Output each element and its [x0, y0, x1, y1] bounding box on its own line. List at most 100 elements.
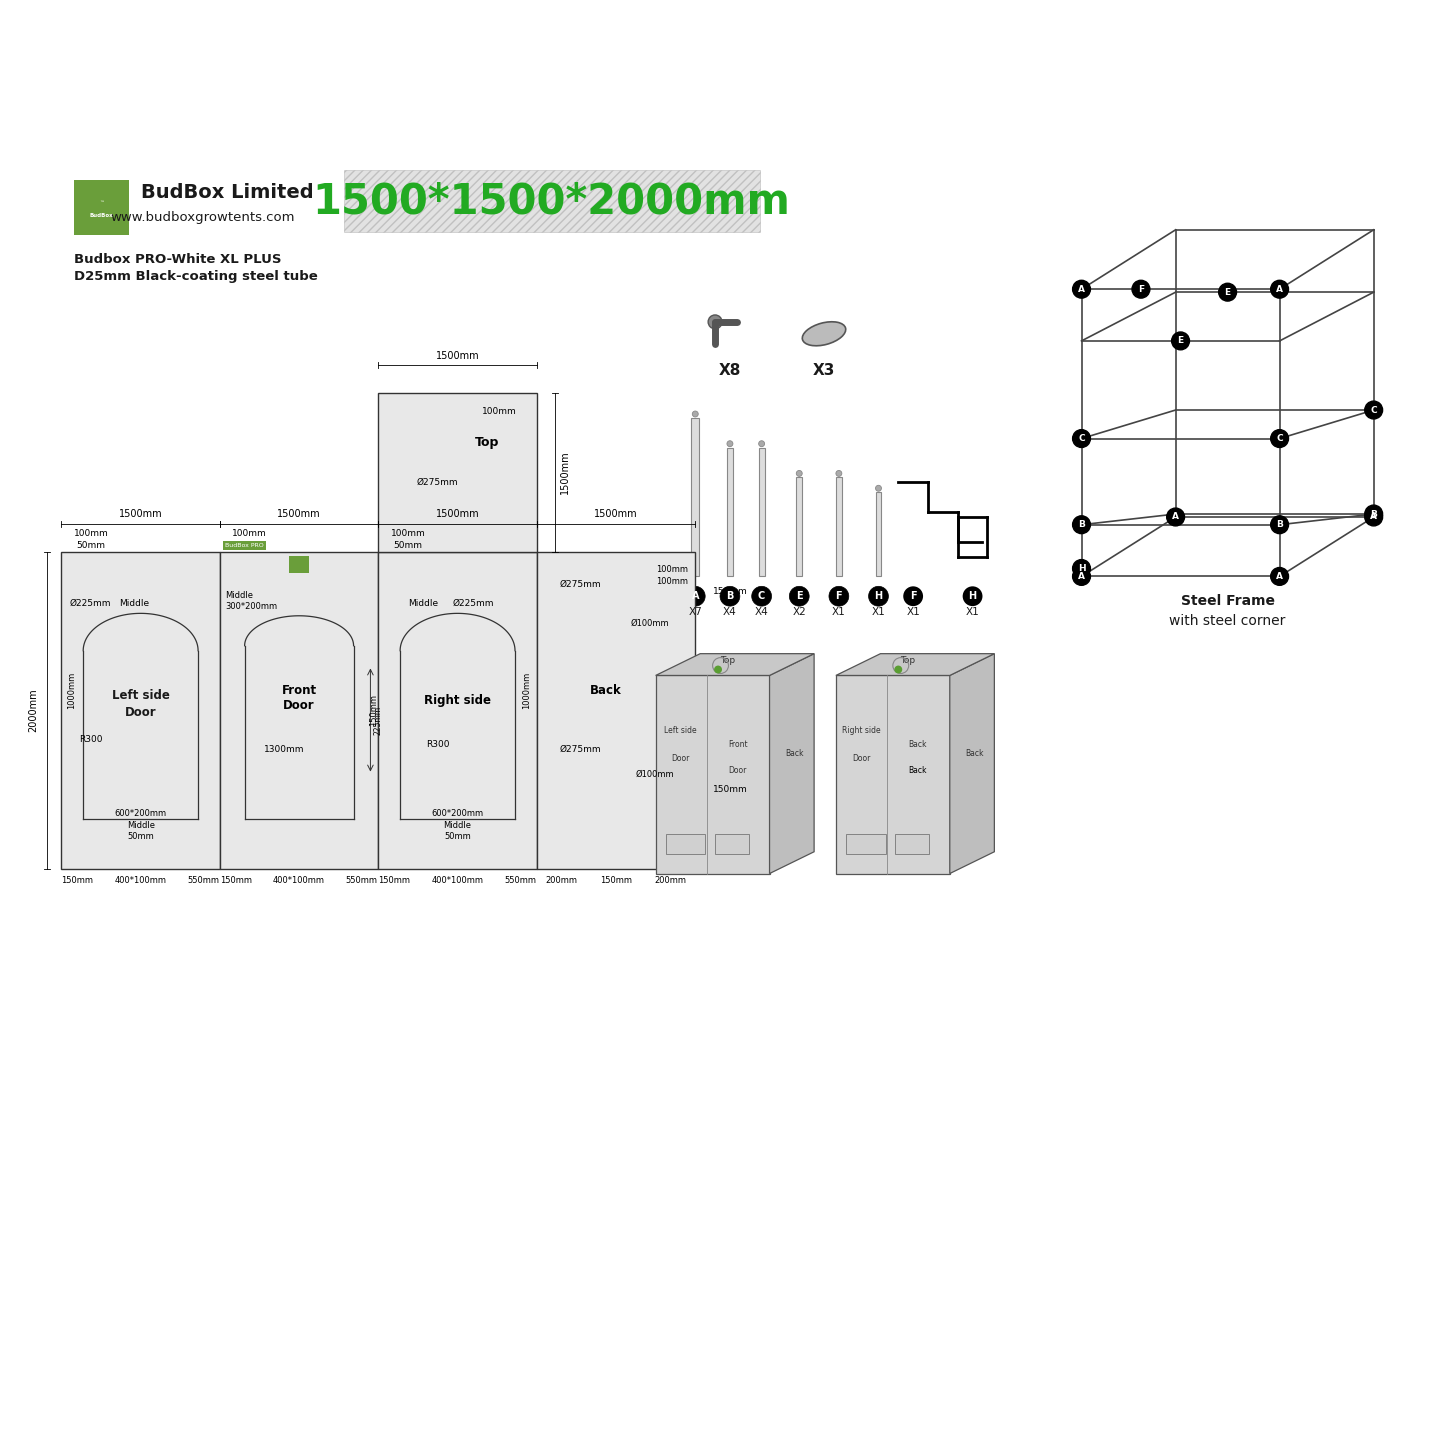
Text: 150mm: 150mm: [712, 785, 749, 793]
Ellipse shape: [802, 322, 845, 345]
Text: Left side: Left side: [665, 727, 696, 736]
Text: 1000mm: 1000mm: [523, 672, 532, 709]
Text: 150mm: 150mm: [220, 876, 251, 884]
Text: Middle: Middle: [118, 598, 149, 608]
Text: 550mm: 550mm: [504, 876, 536, 884]
Text: Door: Door: [283, 699, 315, 712]
Text: B: B: [1276, 520, 1283, 529]
Circle shape: [835, 471, 842, 477]
Text: C: C: [1078, 434, 1085, 444]
Bar: [81, 811, 191, 840]
Bar: [220, 552, 379, 868]
Bar: [656, 675, 770, 874]
Text: 150mm: 150mm: [379, 876, 410, 884]
Text: 400*100mm: 400*100mm: [273, 876, 325, 884]
Bar: [379, 552, 536, 868]
Text: Back: Back: [909, 740, 928, 750]
Circle shape: [692, 410, 698, 418]
Text: B: B: [1370, 510, 1377, 519]
Circle shape: [759, 441, 764, 447]
Bar: [74, 181, 129, 234]
Text: A: A: [1370, 513, 1377, 522]
Text: Ø275mm: Ø275mm: [559, 746, 601, 754]
Text: BudBox: BudBox: [90, 214, 113, 218]
Circle shape: [789, 587, 809, 605]
Text: X7: X7: [688, 607, 702, 617]
Text: A: A: [1276, 285, 1283, 293]
Circle shape: [876, 486, 881, 491]
Text: A: A: [1078, 285, 1085, 293]
Text: 1500mm: 1500mm: [436, 351, 480, 361]
Polygon shape: [835, 653, 994, 675]
Circle shape: [1270, 429, 1289, 448]
Text: Ø225mm: Ø225mm: [452, 598, 494, 608]
Text: Ø100mm: Ø100mm: [636, 770, 675, 779]
Text: 1500mm: 1500mm: [277, 509, 321, 519]
Text: F: F: [910, 591, 916, 601]
Text: 600*200mm: 600*200mm: [432, 809, 484, 818]
Text: R300: R300: [79, 736, 103, 744]
Text: 100mm: 100mm: [656, 577, 688, 585]
Text: Ø275mm: Ø275mm: [418, 478, 458, 487]
Circle shape: [1270, 280, 1289, 298]
Circle shape: [962, 587, 983, 605]
Circle shape: [1364, 402, 1383, 419]
Bar: [759, 448, 764, 577]
Text: 550mm: 550mm: [345, 876, 377, 884]
Text: BudBox PRO: BudBox PRO: [225, 543, 263, 548]
Text: 150mm: 150mm: [712, 587, 749, 595]
Text: H: H: [1078, 564, 1085, 574]
Text: Top: Top: [475, 436, 500, 449]
Text: 150mm: 150mm: [600, 876, 631, 884]
Text: Middle: Middle: [127, 821, 155, 829]
Bar: [876, 493, 881, 577]
Circle shape: [720, 587, 740, 605]
Polygon shape: [949, 653, 994, 874]
Text: 100mm: 100mm: [74, 529, 108, 539]
Text: Middle: Middle: [444, 821, 471, 829]
Bar: [536, 552, 695, 868]
Text: 1500mm: 1500mm: [559, 451, 569, 494]
Bar: [289, 556, 309, 574]
Polygon shape: [770, 653, 814, 874]
Text: 1500mm: 1500mm: [436, 509, 480, 519]
Bar: [894, 834, 929, 854]
Text: 300*200mm: 300*200mm: [225, 601, 277, 611]
Text: 100mm: 100mm: [483, 406, 517, 416]
Text: 225mm: 225mm: [373, 705, 383, 734]
Text: Door: Door: [851, 754, 870, 763]
Circle shape: [1072, 429, 1091, 448]
Circle shape: [1172, 332, 1189, 350]
Text: Middle: Middle: [407, 598, 438, 608]
Text: X1: X1: [871, 607, 886, 617]
Text: A: A: [692, 591, 699, 601]
Text: Right side: Right side: [841, 727, 880, 736]
Text: Middle: Middle: [225, 591, 253, 600]
Circle shape: [894, 666, 902, 673]
Text: X3: X3: [814, 363, 835, 379]
Circle shape: [1072, 516, 1091, 533]
Text: Back: Back: [965, 749, 984, 759]
Text: 150mm: 150mm: [61, 876, 94, 884]
Text: Back: Back: [590, 683, 621, 696]
Text: D25mm Black-coating steel tube: D25mm Black-coating steel tube: [74, 270, 318, 283]
Text: BudBox Limited: BudBox Limited: [140, 182, 314, 202]
Bar: [835, 477, 842, 577]
Text: 2000mm: 2000mm: [29, 688, 39, 733]
Polygon shape: [656, 653, 814, 675]
Text: 100mm: 100mm: [233, 529, 267, 539]
Circle shape: [685, 587, 705, 605]
Circle shape: [1166, 509, 1185, 526]
Bar: [796, 477, 802, 577]
Text: X1: X1: [965, 607, 980, 617]
Text: Budbox PRO-White XL PLUS: Budbox PRO-White XL PLUS: [74, 253, 282, 266]
Bar: [691, 418, 699, 577]
Text: Door: Door: [124, 705, 156, 718]
Text: H: H: [874, 591, 883, 601]
Text: C: C: [1370, 406, 1377, 415]
Text: 50mm: 50mm: [77, 542, 105, 551]
Text: 100mm: 100mm: [656, 565, 688, 574]
Text: Right side: Right side: [423, 694, 491, 707]
Text: 150mm: 150mm: [368, 694, 379, 727]
Text: R300: R300: [426, 740, 449, 750]
